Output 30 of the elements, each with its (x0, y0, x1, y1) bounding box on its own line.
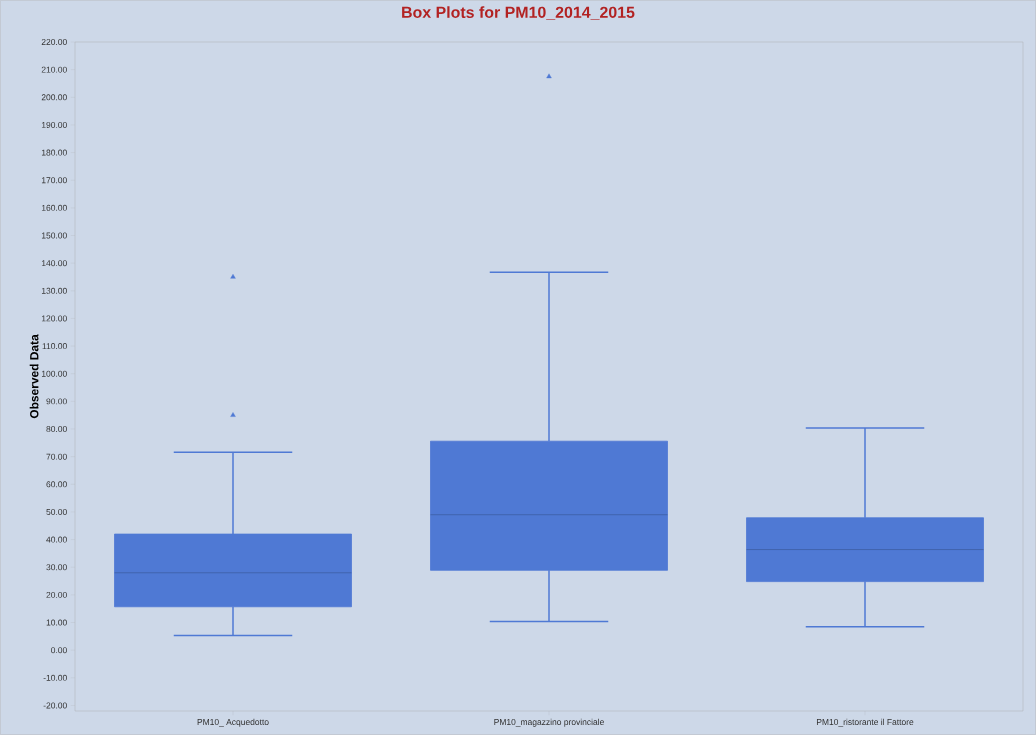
chart-title: Box Plots for PM10_2014_2015 (402, 6, 635, 20)
y-tick-label: 40.00 (46, 536, 67, 543)
y-tick-label: 190.00 (41, 121, 67, 128)
y-tick-label: 160.00 (41, 204, 67, 211)
y-tick-label: 130.00 (41, 287, 67, 294)
y-tick-label: 60.00 (46, 481, 67, 488)
y-tick-label: 170.00 (41, 177, 67, 184)
y-tick-label: 50.00 (46, 508, 67, 515)
x-tick-label: PM10_magazzino provinciale (494, 718, 604, 727)
y-tick-label: 110.00 (42, 343, 67, 350)
y-tick-label: 200.00 (41, 94, 67, 101)
x-tick-label: PM10_ Acquedotto (197, 718, 269, 727)
y-tick-label: 120.00 (41, 315, 67, 322)
y-tick-label: 220.00 (41, 39, 67, 45)
y-tick-label: 80.00 (46, 426, 67, 433)
y-tick-label: -20.00 (43, 702, 67, 709)
y-tick-label: 180.00 (41, 149, 67, 156)
y-tick-label: 140.00 (41, 260, 67, 267)
y-tick-label: 70.00 (46, 453, 67, 460)
y-tick-label: 100.00 (41, 370, 67, 377)
y-tick-label: -10.00 (43, 674, 67, 681)
y-axis-title: Observed Data (29, 334, 39, 419)
y-tick-label: 210.00 (41, 66, 67, 73)
y-tick-label: 10.00 (46, 619, 67, 626)
y-tick-label: 150.00 (41, 232, 67, 239)
y-tick-label: 20.00 (46, 591, 67, 598)
y-tick-label: 0.00 (51, 647, 67, 654)
x-tick-label: PM10_ristorante il Fattore (816, 718, 914, 727)
y-tick-label: 30.00 (46, 564, 67, 571)
y-tick-label: 90.00 (46, 398, 67, 405)
